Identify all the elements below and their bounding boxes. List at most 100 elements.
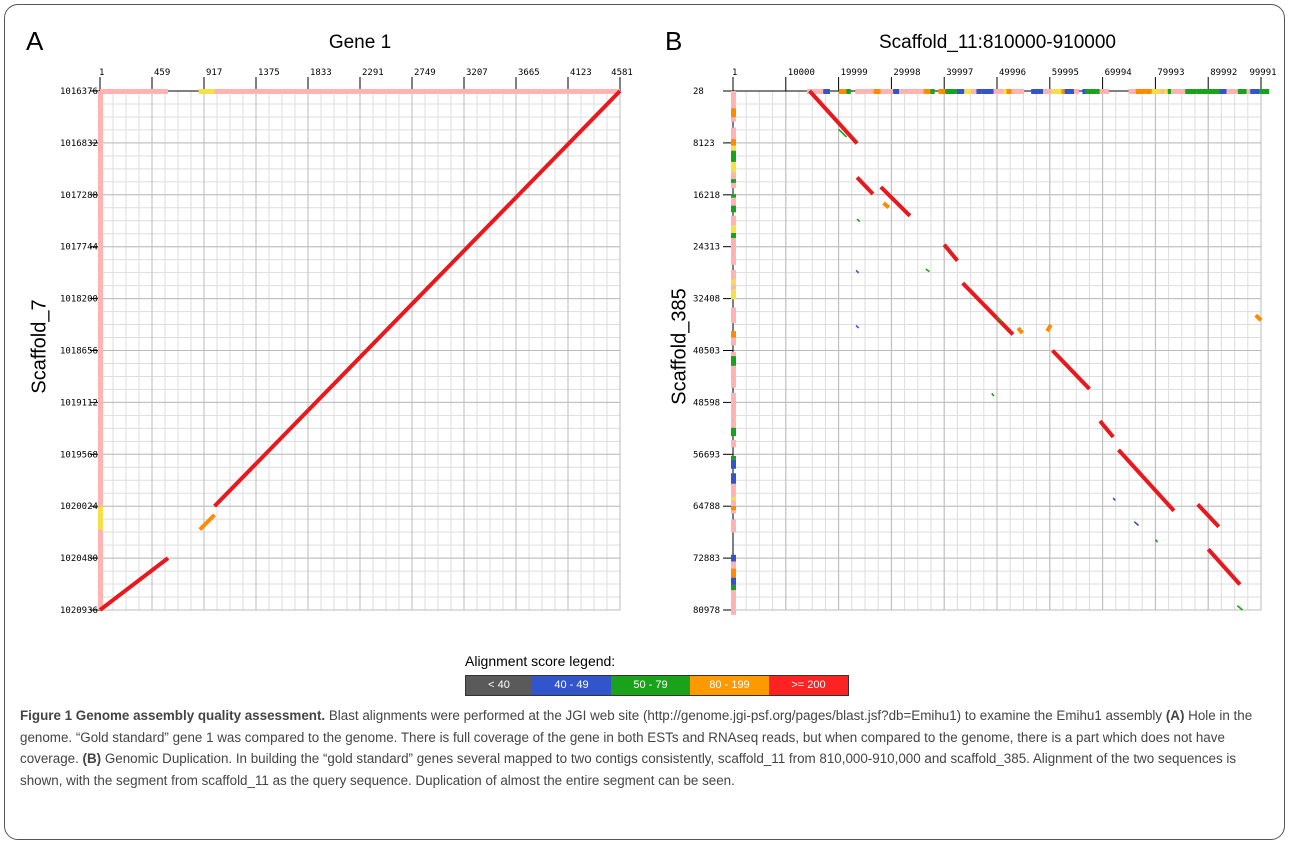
caption-tag-b: (B) — [82, 751, 102, 766]
query-coverage-bar — [938, 89, 946, 94]
query-coverage-bar — [1006, 89, 1012, 94]
query-coverage-bar — [866, 89, 874, 94]
alignment-segment — [1133, 521, 1140, 527]
panel-b-title: Scaffold_11:810000-910000 — [878, 32, 1116, 53]
x-tick-label: 89992 — [1210, 68, 1237, 78]
alignment-segment — [198, 513, 216, 532]
y-tick-label: 48598 — [693, 398, 720, 408]
subject-coverage-bar — [731, 172, 736, 180]
subject-coverage-bar — [731, 269, 736, 280]
x-tick-label: 4123 — [570, 68, 592, 78]
query-coverage-bar — [1177, 89, 1186, 94]
y-tick-label: 32408 — [693, 295, 720, 305]
alignment-segment — [855, 324, 860, 329]
y-tick-label: 1018200 — [60, 295, 98, 305]
figure-frame — [4, 4, 1285, 840]
query-coverage-bar — [1099, 89, 1104, 94]
subject-coverage-bar — [731, 145, 736, 151]
subject-coverage-bar — [731, 194, 736, 198]
subject-coverage-bar — [731, 455, 736, 460]
x-tick-label: 1375 — [258, 68, 280, 78]
subject-coverage-bar — [98, 506, 103, 530]
subject-coverage-bar — [731, 331, 736, 338]
caption-text-1: Blast alignments were performed at the J… — [325, 708, 1166, 723]
alignment-segment — [1045, 323, 1053, 333]
alignment-segment — [1112, 497, 1116, 502]
query-coverage-bar — [1096, 89, 1100, 94]
y-tick-label: 1020936 — [60, 606, 98, 616]
query-coverage-bar — [1082, 89, 1086, 94]
subject-coverage-bar — [731, 91, 736, 102]
alignment-segment — [1116, 448, 1176, 513]
subject-coverage-bar — [731, 483, 736, 494]
x-tick-label: 1833 — [310, 68, 332, 78]
subject-coverage-bar — [731, 590, 736, 598]
subject-coverage-bar — [731, 365, 736, 377]
y-tick-label: 1020024 — [60, 502, 98, 512]
x-tick-label: 79993 — [1157, 68, 1184, 78]
subject-coverage-bar — [731, 473, 736, 484]
query-coverage-bar — [1073, 89, 1080, 94]
legend-bin: 40 - 49 — [532, 676, 611, 695]
panel-b-letter: B — [665, 26, 683, 56]
query-coverage-bar — [100, 89, 169, 94]
query-coverage-bar — [1259, 89, 1270, 94]
legend-bin: >= 200 — [769, 676, 848, 695]
subject-coverage-bar — [731, 420, 736, 428]
query-coverage-bar — [1185, 89, 1197, 94]
query-coverage-bar — [1171, 89, 1178, 94]
x-tick-label: 10000 — [788, 68, 815, 78]
query-coverage-bar — [1151, 89, 1161, 94]
query-coverage-bar — [1207, 89, 1220, 94]
alignment-segment — [879, 185, 912, 218]
y-tick-label: 1018656 — [60, 347, 98, 357]
subject-coverage-bar — [731, 399, 736, 410]
subject-coverage-bar — [731, 409, 736, 413]
subject-coverage-bar — [731, 337, 736, 346]
subject-coverage-bar — [731, 519, 736, 525]
subject-coverage-bar — [731, 493, 736, 497]
query-coverage-bar — [1011, 89, 1022, 94]
query-coverage-bar — [893, 89, 900, 94]
alignment-segment — [1196, 502, 1221, 529]
subject-coverage-bar — [731, 392, 736, 400]
query-coverage-bar — [993, 89, 1004, 94]
query-coverage-bar — [846, 89, 851, 94]
alignment-segment — [1236, 605, 1244, 611]
query-coverage-bar — [823, 89, 830, 94]
y-tick-label: 1020480 — [60, 554, 98, 564]
query-coverage-bar — [916, 89, 924, 94]
caption-text-3: Genomic Duplication. In building the “go… — [20, 751, 1237, 788]
query-coverage-bar — [198, 89, 215, 94]
y-tick-label: 1019112 — [60, 398, 98, 408]
query-coverage-bar — [964, 89, 972, 94]
alignment-segment — [98, 556, 170, 612]
subject-coverage-bar — [731, 439, 736, 448]
x-tick-label: 3665 — [518, 68, 540, 78]
legend-bin: 50 - 79 — [611, 676, 690, 695]
subject-coverage-bar — [731, 510, 736, 514]
subject-coverage-bar — [98, 529, 103, 610]
x-tick-label: 2291 — [362, 68, 384, 78]
query-coverage-bar — [905, 89, 917, 94]
query-coverage-bar — [1145, 89, 1152, 94]
subject-coverage-bar — [731, 101, 736, 109]
subject-coverage-bar — [731, 233, 736, 239]
subject-coverage-bar — [731, 254, 736, 265]
query-coverage-bar — [886, 89, 894, 94]
x-tick-label: 1 — [732, 68, 737, 78]
y-tick-label: 1017744 — [60, 243, 98, 253]
alignment-segment — [1051, 349, 1091, 391]
alignment-segment — [855, 269, 860, 274]
y-tick-label: 72883 — [693, 554, 720, 564]
subject-coverage-bar — [731, 412, 736, 421]
subject-coverage-bar — [731, 561, 736, 569]
subject-coverage-bar — [731, 108, 736, 118]
alignment-segment — [856, 218, 861, 223]
query-coverage-bar — [971, 89, 977, 94]
y-tick-label: 56693 — [693, 450, 720, 460]
query-coverage-bar — [1196, 89, 1208, 94]
subject-coverage-bar — [731, 284, 736, 290]
caption-title: Figure 1 Genome assembly quality assessm… — [20, 708, 326, 723]
